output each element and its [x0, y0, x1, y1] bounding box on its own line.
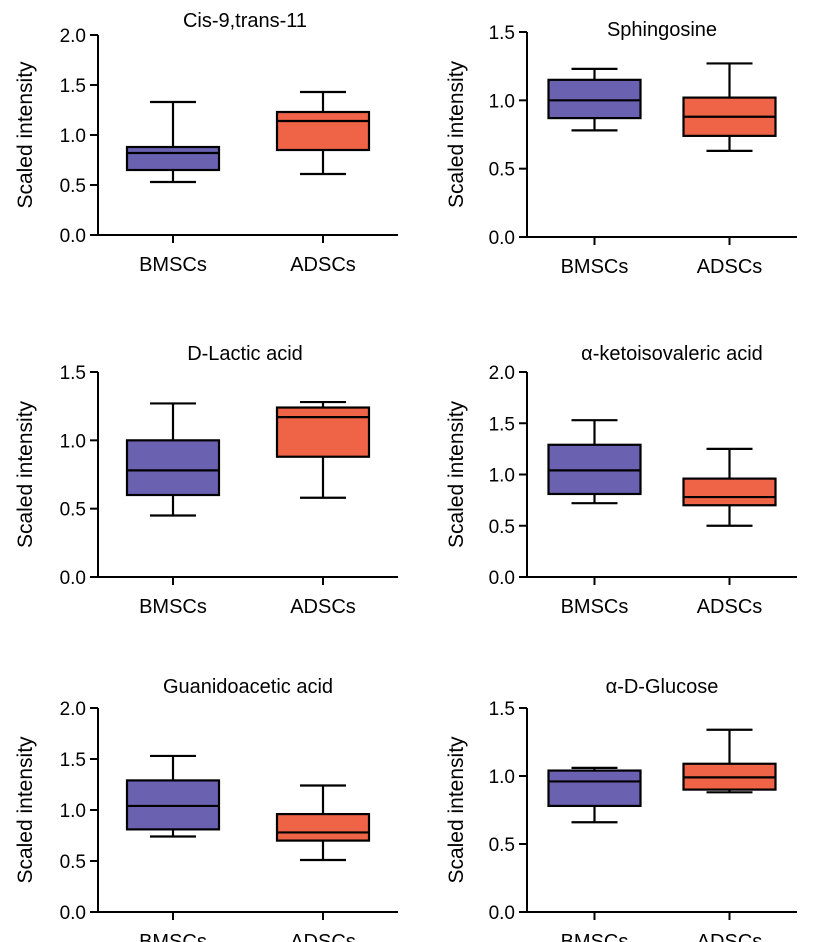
y-tick-label: 1.5 — [489, 699, 515, 720]
x-tick-label: ADSCs — [290, 931, 356, 942]
x-tick-label: BMSCs — [139, 254, 207, 276]
x-tick-label: BMSCs — [139, 596, 207, 618]
panel-title: Sphingosine — [607, 19, 717, 41]
panel-2: Sphingosine Scaled intensity 0.0 0.5 1.0 1.5 B… — [445, 19, 797, 278]
y-tick-label: 1.5 — [60, 76, 86, 97]
box-adscs — [275, 784, 371, 862]
y-tick-label: 2.0 — [60, 26, 86, 47]
x-tick-label: ADSCs — [697, 931, 763, 942]
panel-4: α-ketoisovaleric acid Scaled intensity 0.0… — [445, 343, 797, 618]
y-tick-label: 0.0 — [60, 568, 86, 589]
y-axis-label: Scaled intensity — [445, 736, 468, 884]
iqr-box — [682, 477, 777, 507]
iqr-box — [547, 78, 642, 120]
iqr-box — [125, 145, 221, 172]
y-tick-label: 1.5 — [489, 23, 515, 44]
y-tick-label: 1.0 — [489, 466, 515, 487]
y-tick-label: 2.0 — [60, 699, 86, 720]
y-tick-label: 0.5 — [60, 500, 86, 521]
panel-title: Guanidoacetic acid — [163, 676, 333, 698]
box-adscs — [682, 447, 777, 527]
box-bmscs — [547, 67, 642, 132]
panel-1: Cis-9,trans-11 Scaled intensity 0.0 0.5 1.0 1… — [14, 10, 398, 276]
box-adscs — [275, 400, 371, 499]
box-bmscs — [125, 754, 221, 838]
y-tick-label: 0.5 — [60, 852, 86, 873]
y-tick-label: 1.0 — [489, 91, 515, 112]
x-tick-label: ADSCs — [697, 596, 763, 618]
x-tick-label: BMSCs — [139, 931, 207, 942]
y-axis-label: Scaled intensity — [14, 61, 37, 209]
box-bmscs — [125, 402, 221, 517]
y-tick-label: 2.0 — [489, 363, 515, 384]
y-tick-label: 0.5 — [489, 160, 515, 181]
y-tick-label: 1.0 — [60, 431, 86, 452]
box-bmscs — [547, 419, 642, 505]
x-tick-label: BMSCs — [561, 596, 629, 618]
panel-title: Cis-9,trans-11 — [183, 10, 307, 32]
x-tick-label: BMSCs — [561, 931, 629, 942]
y-axis-label: Scaled intensity — [14, 400, 37, 548]
y-tick-label: 0.0 — [60, 903, 86, 924]
y-tick-label: 0.5 — [489, 835, 515, 856]
y-axis-label: Scaled intensity — [14, 736, 37, 884]
y-tick-label: 0.0 — [60, 226, 86, 247]
x-tick-label: ADSCs — [697, 256, 763, 278]
x-tick-label: BMSCs — [561, 256, 629, 278]
iqr-box — [275, 110, 371, 152]
y-tick-label: 0.0 — [489, 903, 515, 924]
y-tick-label: 0.5 — [60, 176, 86, 197]
y-tick-label: 1.5 — [489, 414, 515, 435]
box-bmscs — [125, 100, 221, 184]
iqr-box — [275, 406, 371, 458]
y-tick-label: 1.0 — [60, 126, 86, 147]
y-tick-label: 0.0 — [489, 568, 515, 589]
box-adscs — [275, 90, 371, 176]
panel-title: α-D-Glucose — [606, 676, 719, 698]
box-adscs — [682, 728, 777, 794]
y-tick-label: 1.0 — [489, 767, 515, 788]
y-tick-label: 0.0 — [489, 228, 515, 249]
iqr-box — [125, 439, 221, 497]
panel-title: D-Lactic acid — [187, 343, 303, 365]
y-axis-label: Scaled intensity — [445, 400, 468, 548]
y-axis-label: Scaled intensity — [445, 60, 468, 208]
y-tick-label: 0.5 — [489, 517, 515, 538]
y-tick-label: 1.0 — [60, 801, 86, 822]
x-tick-label: ADSCs — [290, 254, 356, 276]
box-bmscs — [547, 766, 642, 824]
panel-5: Guanidoacetic acid Scaled intensity 0.0 0.5… — [14, 676, 398, 942]
y-tick-label: 1.5 — [60, 363, 86, 384]
panel-6: α-D-Glucose Scaled intensity 0.0 0.5 1.0 1.5 B… — [445, 676, 797, 942]
panel-title: α-ketoisovaleric acid — [581, 343, 763, 365]
panel-3: D-Lactic acid Scaled intensity 0.0 0.5 1.0 1.… — [14, 343, 398, 618]
x-tick-label: ADSCs — [290, 596, 356, 618]
box-adscs — [682, 62, 777, 152]
iqr-box — [547, 769, 642, 808]
y-tick-label: 1.5 — [60, 750, 86, 771]
iqr-box — [275, 812, 371, 842]
